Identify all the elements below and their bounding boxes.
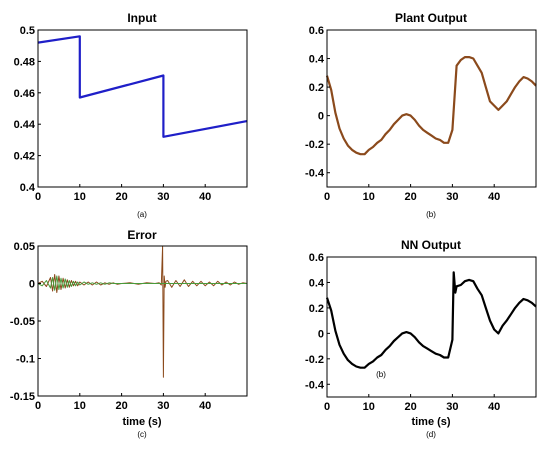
x-axis-label: time (s)	[122, 416, 161, 428]
panel-plant-output: Plant Output (b) 0 10 20 30 40 -0.4 -0.2 0 0.2 0.…	[305, 11, 537, 219]
y-tick-label: 0.48	[14, 56, 35, 68]
series-line	[37, 35, 248, 138]
y-tick-label: -0.15	[10, 391, 35, 403]
y-tick-label: 0.6	[309, 25, 324, 37]
y-tick-label: -0.1	[16, 354, 35, 366]
series-layer	[37, 245, 248, 378]
x-tick-label: 10	[74, 191, 86, 203]
plot-frame	[326, 29, 537, 188]
series-line	[325, 55, 537, 156]
panel-input: Input (a) 0 10 20 30 40 0.4 0.42 0.44 0.46 0.48 0.…	[14, 11, 248, 219]
tick-layer: 0 10 20 30 40 0.4 0.42 0.44 0.46 0.48 0.5	[14, 25, 212, 203]
series-line	[325, 271, 537, 369]
x-tick-label: 0	[324, 191, 330, 203]
y-tick-label: 0.2	[309, 82, 324, 94]
panel-title: Error	[127, 228, 157, 242]
panel-sublabel: (c)	[137, 430, 147, 439]
series-layer	[325, 55, 537, 156]
panel-error: Error time (s) (c) 0 10 20 30 40 -0.15 -0.1 -0.…	[10, 228, 248, 439]
x-tick-label: 30	[157, 400, 169, 412]
x-tick-label: 20	[115, 400, 127, 412]
y-tick-label: 0.44	[14, 119, 36, 131]
x-tick-label: 0	[35, 400, 41, 412]
y-tick-label: 0	[29, 279, 35, 291]
x-tick-label: 0	[324, 401, 330, 413]
x-tick-label: 20	[404, 401, 416, 413]
series-layer	[37, 35, 248, 138]
panel-nn-output: NN Output (b) time (s) (d) 0 10 20 30 40 -0.4…	[305, 238, 537, 439]
x-tick-label: 30	[157, 191, 169, 203]
tick-layer: 0 10 20 30 40 -0.4 -0.2 0 0.2 0.4 0.6	[305, 25, 500, 203]
series-layer	[325, 271, 537, 369]
plot-frame	[37, 29, 248, 188]
panel-sublabel: (d)	[426, 430, 436, 439]
y-tick-label: -0.2	[305, 354, 324, 366]
panel-sublabel: (b)	[426, 210, 436, 219]
y-tick-label: 0.5	[20, 25, 35, 37]
x-tick-label: 30	[446, 191, 458, 203]
x-tick-label: 20	[404, 191, 416, 203]
y-tick-label: -0.2	[305, 139, 324, 151]
x-tick-label: 20	[115, 191, 127, 203]
y-tick-label: 0.4	[20, 182, 36, 194]
x-tick-label: 40	[199, 191, 211, 203]
y-tick-label: 0	[318, 111, 324, 123]
y-tick-label: 0.42	[14, 151, 35, 163]
plot-frame	[326, 256, 537, 398]
y-tick-label: -0.4	[305, 379, 325, 391]
x-tick-label: 30	[446, 401, 458, 413]
panel-title: Input	[127, 11, 156, 25]
x-axis-label: time (s)	[411, 416, 450, 428]
y-tick-label: 0	[318, 328, 324, 340]
y-tick-label: 0.05	[14, 241, 35, 253]
y-tick-label: 0.2	[309, 303, 324, 315]
y-tick-label: 0.4	[309, 54, 325, 66]
x-tick-label: 10	[74, 400, 86, 412]
y-tick-label: -0.4	[305, 168, 325, 180]
x-tick-label: 10	[363, 401, 375, 413]
x-tick-label: 0	[35, 191, 41, 203]
y-tick-label: 0.46	[14, 88, 35, 100]
panel-title: NN Output	[401, 238, 461, 252]
y-tick-label: 0.6	[309, 252, 324, 264]
y-tick-label: 0.4	[309, 277, 325, 289]
series-line	[37, 275, 247, 291]
y-tick-label: -0.05	[10, 316, 35, 328]
tick-layer: 0 10 20 30 40 -0.4 -0.2 0 0.2 0.4 0.6	[305, 252, 500, 413]
tick-layer: 0 10 20 30 40 -0.15 -0.1 -0.05 0 0.05	[10, 241, 211, 412]
plot-frame	[37, 245, 248, 397]
series-line	[37, 245, 248, 378]
x-tick-label: 40	[488, 191, 500, 203]
x-tick-label: 10	[363, 191, 375, 203]
x-tick-label: 40	[488, 401, 500, 413]
panel-sublabel: (a)	[137, 210, 147, 219]
x-tick-label: 40	[199, 400, 211, 412]
panel-title: Plant Output	[395, 11, 467, 25]
panel-annotation: (b)	[376, 370, 386, 379]
